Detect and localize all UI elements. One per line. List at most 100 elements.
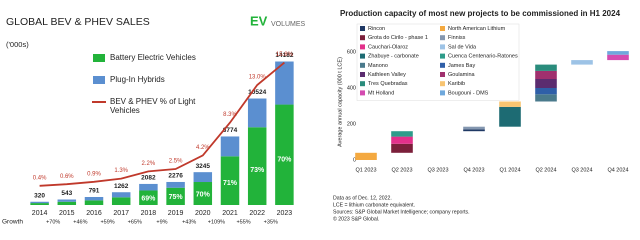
legend-swatch (360, 53, 365, 59)
note: © 2023 S&P Global. (333, 215, 379, 222)
x-tick-label: 2019 (168, 210, 184, 217)
growth-value: +43% (182, 219, 196, 225)
growth-label: Growth (2, 219, 23, 226)
legend-swatch (360, 26, 365, 31)
waterfall-segment (535, 64, 557, 71)
growth-value: +35% (264, 219, 278, 225)
bar-segment (57, 199, 77, 202)
waterfall-segment (499, 106, 521, 127)
x-tick-label: 2018 (141, 210, 157, 217)
legend-swatch (93, 54, 105, 62)
waterfall-segment (535, 88, 557, 95)
growth-value: +55% (236, 219, 250, 225)
waterfall-segment (355, 152, 377, 160)
legend-swatch (360, 62, 365, 68)
bar-segment (220, 136, 240, 157)
total-label: 14182 (275, 52, 293, 59)
x-tick-label: Q1 2023 (355, 167, 376, 173)
legend-label: Sal de Vida (448, 44, 477, 50)
x-tick-label: Q1 2024 (499, 167, 520, 173)
y-tick-label: 200 (347, 121, 356, 127)
bar-segment (111, 197, 131, 205)
waterfall-segment (499, 101, 521, 107)
waterfall-segment (607, 51, 629, 55)
legend-label: Kathleen Valley (368, 72, 406, 78)
x-tick-label: 2023 (277, 210, 293, 217)
bar-segment (193, 182, 213, 205)
legend-entry: Plug-In Hybrids (110, 75, 165, 84)
legend-label: James Bay (448, 63, 475, 69)
total-label: 6774 (223, 127, 238, 134)
legend-swatch (440, 62, 445, 68)
note: Sources: S&P Global Market Intelligence;… (333, 209, 470, 215)
legend-swatch (360, 35, 365, 41)
growth-value: +65% (128, 219, 142, 225)
logo-volumes: VOLUMES (271, 21, 306, 28)
line-value-label: 15.8% (276, 52, 294, 58)
bar-segment (247, 98, 267, 128)
bar-segment (166, 181, 185, 188)
legend-entry: BEV & PHEV % of Light Vehicles (110, 97, 195, 115)
line-value-label: 13.0% (249, 75, 267, 81)
line-value-label: 1.3% (114, 168, 128, 174)
note: LCE = lithium carbonate equivalent. (333, 202, 415, 208)
bar-segment (139, 190, 158, 205)
share-label: 75% (169, 194, 184, 201)
x-tick-label: 2015 (59, 210, 75, 217)
unit-label: ('000s) (6, 40, 29, 49)
growth-value: +59% (100, 219, 114, 225)
x-tick-label: 2016 (86, 210, 102, 217)
left-title: GLOBAL BEV & PHEV SALES (6, 16, 150, 28)
share-label: 70% (196, 191, 211, 198)
share-label: 69% (141, 195, 156, 202)
x-tick-label: Q4 2024 (607, 167, 628, 173)
bar-segment (193, 172, 213, 183)
bar-segment (30, 203, 49, 205)
legend-label: Karibib (448, 81, 465, 87)
legend-swatch (93, 76, 105, 84)
x-tick-label: Q2 2024 (535, 167, 556, 173)
bar-segment (275, 61, 294, 105)
bar-segment (275, 104, 294, 205)
legend-swatch (360, 44, 365, 50)
right-title: Production capacity of most new projects… (340, 9, 621, 18)
bar-segment (84, 196, 104, 201)
total-label: 2276 (168, 173, 183, 180)
total-label: 10524 (248, 89, 266, 96)
x-tick-label: 2022 (249, 210, 265, 217)
legend-label: Cauchari-Olaroz (368, 44, 408, 50)
note: Data as of Dec. 12, 2022. (333, 195, 392, 201)
legend-label: Bougouni - DMS (448, 90, 489, 96)
waterfall-segment (571, 60, 593, 65)
line-value-label: 2.2% (142, 161, 156, 167)
line-value-label: 0.6% (60, 174, 74, 180)
x-tick-label: 2017 (113, 210, 129, 217)
x-tick-label: 2020 (195, 210, 211, 217)
page: GLOBAL BEV & PHEV SALES EV VOLUMES ('000… (2, 9, 629, 226)
legend-entry: Battery Electric Vehicles (110, 53, 196, 62)
logo-ev: EV (250, 13, 268, 28)
legend-swatch (440, 35, 445, 41)
legend-label: Plug-In Hybrids (110, 75, 165, 84)
x-tick-label: 2021 (222, 210, 238, 217)
share-label: 73% (250, 167, 265, 174)
waterfall-segment (607, 54, 629, 61)
legend-box (356, 23, 520, 101)
share-label: 70% (277, 157, 292, 164)
y-tick-label: 600 (347, 49, 356, 55)
total-label: 791 (89, 188, 100, 195)
total-label: 3245 (196, 163, 211, 170)
bar-segment (166, 187, 185, 205)
bar-segment (30, 201, 49, 204)
waterfall-segment (535, 94, 557, 102)
legend-swatch (360, 72, 365, 77)
legend-label: Tres Quebradas (368, 81, 408, 87)
legend-label: Cuenca Centenario-Ratones (448, 54, 518, 60)
line (39, 61, 285, 187)
x-tick-label: Q2 2023 (391, 167, 412, 173)
y-tick-label: 0 (353, 157, 356, 163)
legend-label: Goulamina (448, 72, 476, 78)
legend-label: Rincon (368, 26, 385, 32)
legend-label: Grota do Cirilo - phase 1 (368, 35, 428, 41)
growth-value: +70% (46, 219, 60, 225)
